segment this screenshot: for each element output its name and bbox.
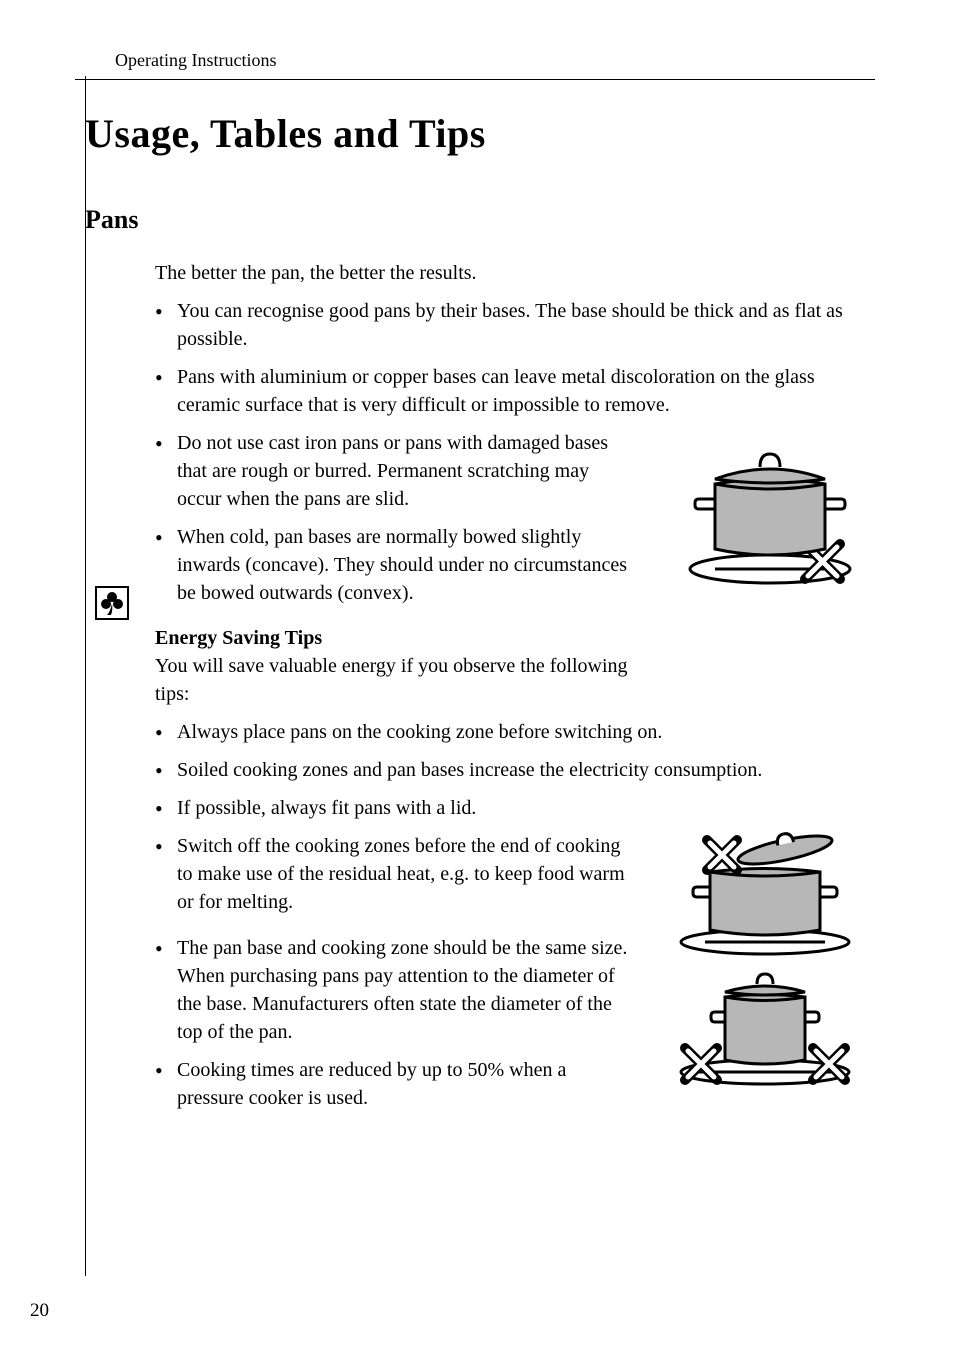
list-item: Cooking times are reduced by up to 50% w…	[155, 1056, 635, 1112]
energy-bullets-4: Cooking times are reduced by up to 50% w…	[155, 1056, 635, 1112]
pans-bullets-narrow: Do not use cast iron pans or pans with d…	[155, 429, 635, 607]
energy-intro: You will save valuable energy if you obs…	[155, 652, 635, 708]
list-item: When cold, pan bases are normally bowed …	[155, 523, 635, 607]
list-item: The pan base and cooking zone should be …	[155, 934, 635, 1046]
list-item: Always place pans on the cooking zone be…	[155, 718, 855, 746]
list-item-sub: When purchasing pans pay attention to th…	[177, 965, 615, 1043]
list-item: Do not use cast iron pans or pans with d…	[155, 429, 635, 513]
tip-icon	[95, 586, 129, 620]
pot-lid-figures	[675, 832, 855, 1092]
pans-intro: The better the pan, the better the resul…	[155, 259, 855, 287]
energy-bullets-3: The pan base and cooking zone should be …	[155, 934, 635, 1046]
energy-bullets-1: Always place pans on the cooking zone be…	[155, 718, 855, 822]
pans-heading: Pans	[85, 205, 865, 235]
list-item: Switch off the cooking zones before the …	[155, 832, 635, 916]
list-item: Pans with aluminium or copper bases can …	[155, 363, 855, 419]
running-header: Operating Instructions	[115, 50, 865, 71]
pot-convex-x-figure	[685, 429, 855, 589]
energy-bullets-2: Switch off the cooking zones before the …	[155, 832, 635, 916]
energy-heading: Energy Saving Tips	[155, 627, 855, 650]
page-content: Operating Instructions Usage, Tables and…	[85, 50, 865, 1122]
main-heading: Usage, Tables and Tips	[85, 110, 865, 157]
header-rule	[75, 79, 875, 80]
list-item: If possible, always fit pans with a lid.	[155, 794, 855, 822]
list-item: Soiled cooking zones and pan bases incre…	[155, 756, 855, 784]
page-number: 20	[30, 1300, 49, 1322]
pans-section: The better the pan, the better the resul…	[155, 259, 855, 1122]
pans-bullets-wide: You can recognise good pans by their bas…	[155, 297, 855, 419]
list-item-main: The pan base and cooking zone should be …	[177, 937, 627, 959]
list-item: You can recognise good pans by their bas…	[155, 297, 855, 353]
